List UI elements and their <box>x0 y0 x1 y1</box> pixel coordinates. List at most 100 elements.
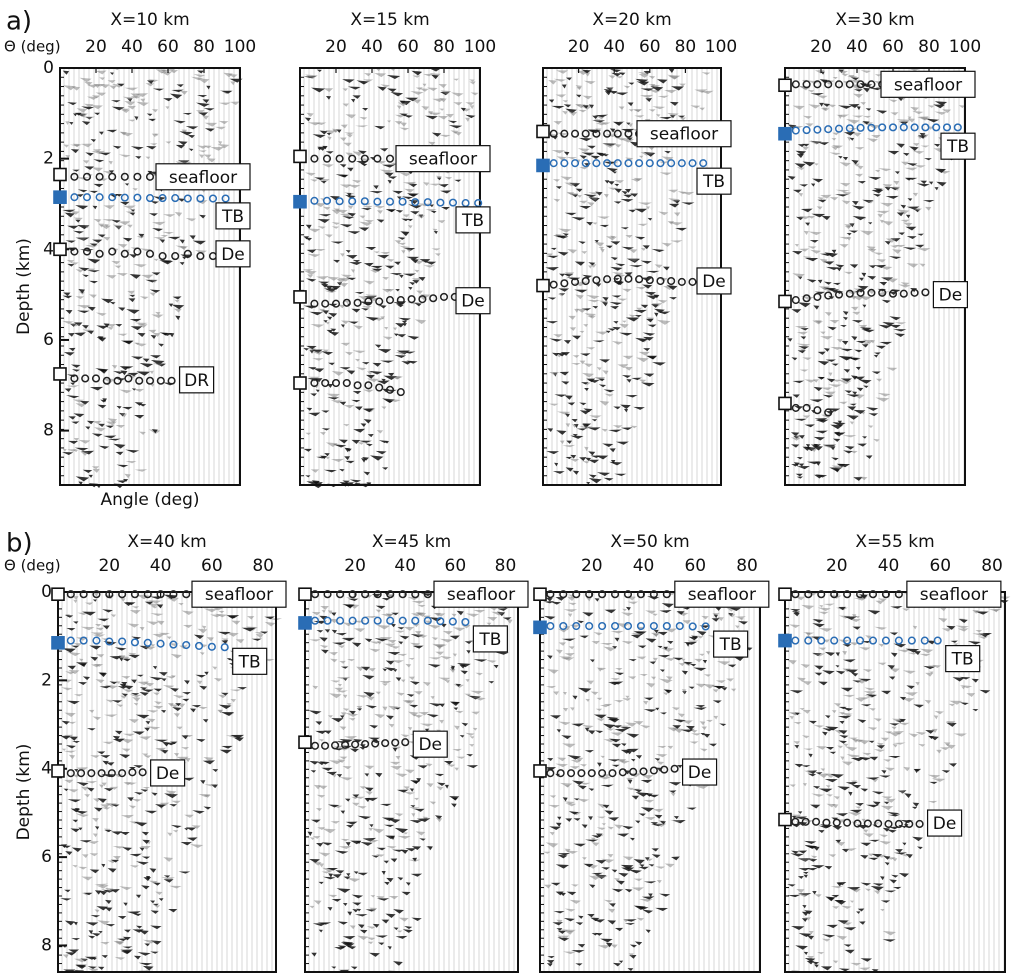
wavelet <box>379 681 391 684</box>
wavelet <box>113 739 125 743</box>
wavelet <box>62 749 66 751</box>
x-tick-label: 20 <box>98 556 120 576</box>
wavelet <box>587 300 599 303</box>
wavelet <box>377 87 386 91</box>
wavelet <box>82 325 89 329</box>
wavelet <box>917 183 930 186</box>
wavelet <box>653 658 658 661</box>
pick <box>109 248 116 255</box>
wavelet <box>106 762 114 766</box>
wavelet <box>703 660 707 663</box>
wavelet <box>124 930 131 933</box>
wavelet <box>864 688 874 691</box>
wavelet <box>399 274 404 278</box>
wavelet <box>787 338 792 341</box>
x-tick-label: 80 <box>193 37 215 57</box>
wavelet <box>130 209 135 211</box>
wavelet <box>624 409 628 412</box>
wavelet <box>348 206 354 210</box>
wavelet <box>608 181 615 185</box>
wavelet <box>387 88 397 92</box>
wavelet <box>465 102 474 105</box>
wavelet <box>175 212 182 217</box>
y-tick-label: 6 <box>41 847 52 867</box>
pick <box>210 253 217 260</box>
wavelet <box>321 768 332 771</box>
wavelet <box>579 138 592 141</box>
wavelet <box>131 146 144 150</box>
wavelet <box>207 637 214 641</box>
x-axis-label: Angle (deg) <box>100 490 199 510</box>
wavelet <box>336 633 347 636</box>
wavelet <box>147 114 153 116</box>
wavelet <box>566 423 571 427</box>
wavelet <box>852 785 861 788</box>
wavelet <box>139 736 152 740</box>
axis-pick <box>54 191 66 203</box>
wavelet <box>954 733 967 736</box>
wavelet <box>80 249 94 252</box>
pick <box>398 389 405 396</box>
wavelet <box>825 652 835 656</box>
wavelet <box>65 388 72 392</box>
wavelet <box>836 813 848 816</box>
wavelet <box>65 213 75 218</box>
wavelet <box>199 154 204 158</box>
wavelet <box>874 749 885 752</box>
wavelet <box>826 925 838 928</box>
wavelet <box>597 472 610 476</box>
wavelet <box>597 216 610 219</box>
wavelet <box>789 624 800 628</box>
wavelet <box>326 151 334 154</box>
wavelet <box>681 659 686 661</box>
pick <box>134 248 141 255</box>
pick <box>399 617 406 624</box>
x-tick-label: 100 <box>224 37 256 57</box>
wavelet <box>449 669 455 673</box>
wavelet <box>881 796 892 799</box>
wavelet <box>824 866 832 870</box>
wavelet <box>881 738 889 742</box>
wavelet <box>496 653 509 655</box>
wavelet <box>662 603 674 608</box>
wavelet <box>573 471 579 475</box>
wavelet <box>821 387 833 390</box>
wavelet <box>369 191 383 193</box>
wavelet <box>111 614 116 617</box>
wavelet <box>177 84 184 87</box>
wavelet <box>588 816 593 820</box>
wavelet <box>453 102 462 105</box>
wavelet <box>719 723 726 726</box>
wavelet <box>844 132 855 136</box>
wavelet <box>210 147 224 151</box>
wavelet <box>854 89 863 91</box>
pick <box>883 637 890 644</box>
wavelet <box>593 919 605 922</box>
pick <box>147 251 154 258</box>
wavelet <box>73 621 78 624</box>
wavelet <box>834 900 846 905</box>
wavelet <box>66 628 75 631</box>
wavelet <box>212 667 217 670</box>
wavelet <box>582 461 589 464</box>
wavelet <box>564 918 575 921</box>
wavelet <box>820 332 826 335</box>
wavelet <box>153 666 157 669</box>
wavelet <box>628 83 634 85</box>
wavelet <box>908 733 918 737</box>
wavelet <box>575 189 582 192</box>
wavelet <box>368 942 374 944</box>
wavelet <box>553 121 562 125</box>
wavelet <box>64 713 75 717</box>
wavelet <box>352 803 359 806</box>
wavelet <box>121 951 131 954</box>
wavelet <box>331 613 336 616</box>
pick <box>550 160 557 167</box>
wavelet <box>558 294 565 297</box>
pick <box>599 770 606 777</box>
wavelet <box>371 856 379 858</box>
wavelet <box>355 125 368 127</box>
wavelet <box>546 686 556 688</box>
wavelet <box>335 850 349 853</box>
wavelet <box>920 181 927 184</box>
